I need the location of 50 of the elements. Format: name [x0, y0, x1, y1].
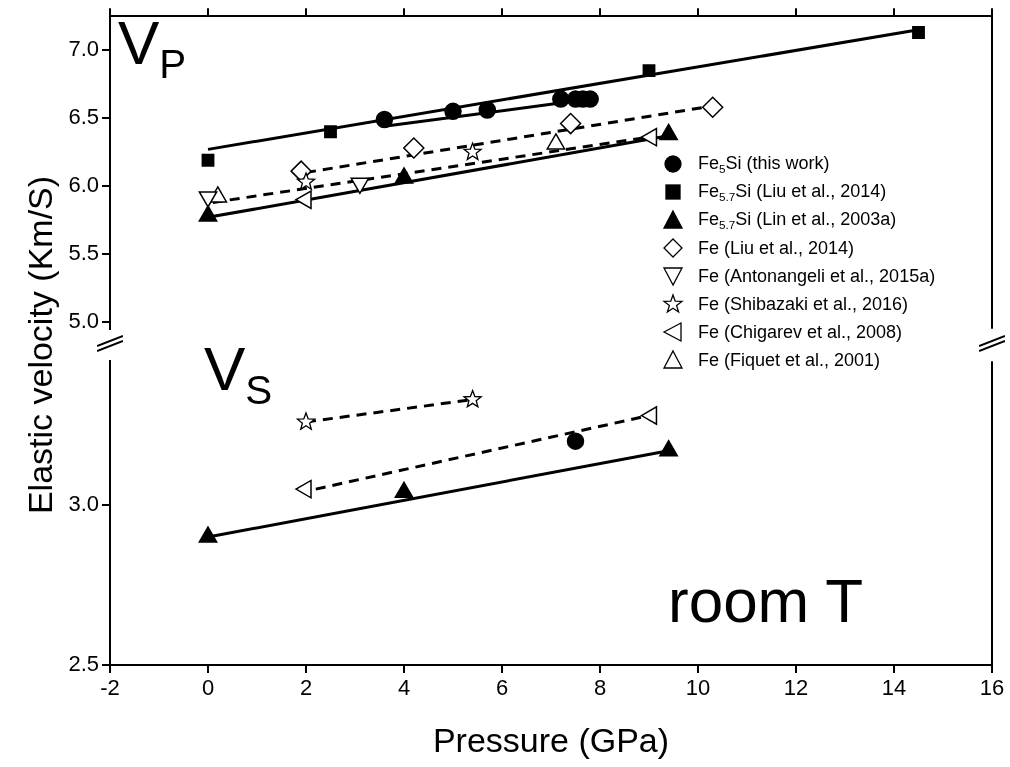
- legend-label: Fe (Liu et al., 2014): [698, 237, 855, 259]
- point: [296, 412, 316, 430]
- x-tick-label: 2: [299, 675, 313, 701]
- y-tick-label: 5.5: [68, 240, 99, 266]
- point: [659, 439, 679, 457]
- legend-label: Fe (Fiquet et al., 2001): [698, 349, 881, 371]
- x-tick-label: -2: [100, 675, 120, 701]
- point: [296, 172, 316, 190]
- x-tick-label: 10: [685, 675, 711, 701]
- y-tick-label: 3.0: [68, 491, 99, 517]
- annotation: V$_{P}$: [118, 8, 187, 88]
- legend-label: Fe (Antonangeli et al., 2015a): [698, 265, 936, 287]
- x-axis-title: Pressure (GPa): [432, 720, 670, 759]
- x-tick-label: 8: [593, 675, 607, 701]
- point: [559, 112, 582, 135]
- y-tick-label: 2.5: [68, 651, 99, 677]
- point: [912, 26, 925, 39]
- x-tick-label: 4: [397, 675, 411, 701]
- legend-label: Fe$_{5.7}$Si (Liu et al., 2014): [698, 180, 887, 204]
- point: [478, 101, 497, 119]
- y-tick-label: 6.5: [68, 104, 99, 130]
- point: [290, 160, 312, 182]
- legend-label: Fe$_{5.7}$Si (Lin et al., 2003a): [698, 208, 897, 232]
- x-tick-label: 6: [495, 675, 509, 701]
- point: [552, 90, 570, 108]
- point: [403, 137, 425, 159]
- y-axis-title: Elastic velocity (Km/S): [20, 175, 60, 515]
- point: [444, 102, 462, 121]
- point: [642, 64, 656, 77]
- annotation: V$_{S}$: [204, 334, 273, 414]
- point: [394, 481, 414, 499]
- y-tick-label: 5.0: [68, 308, 99, 334]
- x-tick-label: 14: [881, 675, 907, 701]
- point: [463, 142, 482, 161]
- point: [201, 153, 215, 167]
- legend-label: Fe (Shibazaki et al., 2016): [698, 293, 909, 315]
- point: [566, 432, 585, 450]
- point: [463, 389, 482, 408]
- point: [324, 125, 337, 139]
- x-tick-label: 16: [979, 675, 1005, 701]
- point: [375, 110, 394, 129]
- point: [198, 526, 218, 543]
- legend-label: Fe (Chigarev et al., 2008): [698, 321, 903, 343]
- annotation: room T: [668, 566, 864, 635]
- legend-label: Fe$_{5}$Si (this work): [698, 152, 830, 176]
- point: [701, 96, 724, 119]
- y-tick-label: 7.0: [68, 36, 99, 62]
- x-tick-label: 0: [201, 675, 215, 701]
- y-tick-label: 6.0: [68, 172, 99, 198]
- x-tick-label: 12: [783, 675, 809, 701]
